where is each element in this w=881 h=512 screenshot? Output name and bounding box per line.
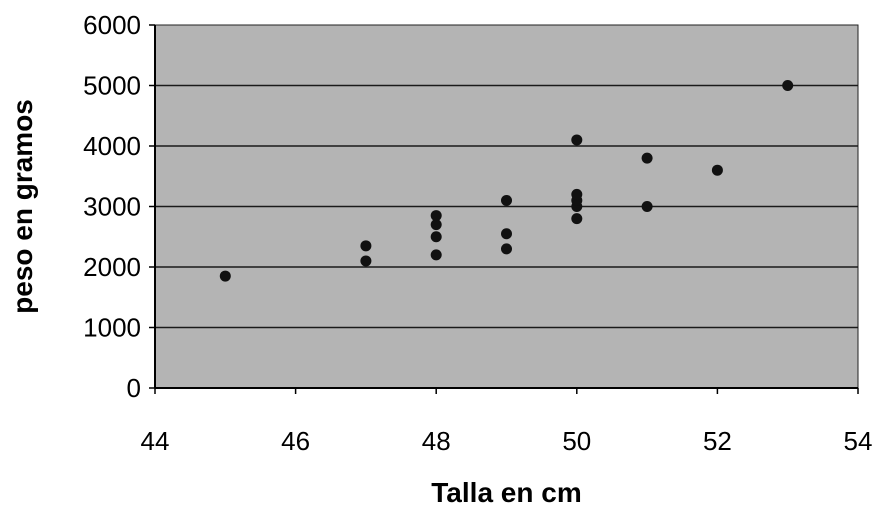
data-point	[571, 213, 583, 225]
x-tick-label: 50	[562, 426, 591, 456]
x-tick-label: 44	[141, 426, 170, 456]
y-tick-label: 2000	[83, 252, 141, 282]
data-point	[641, 201, 653, 212]
data-point	[571, 188, 583, 200]
y-axis-title: peso en gramos	[7, 99, 38, 314]
y-tick-label: 6000	[83, 10, 141, 40]
x-tick-labels: 44 46 48 50 52 54	[141, 388, 873, 456]
data-points	[219, 80, 794, 282]
data-point	[430, 249, 442, 261]
y-tick-label: 0	[127, 373, 141, 403]
data-point	[501, 243, 512, 255]
data-point	[430, 231, 442, 243]
data-point	[711, 164, 723, 176]
x-axis-title: Talla en cm	[431, 477, 581, 508]
data-point	[430, 219, 442, 231]
gridlines	[155, 84, 858, 329]
y-tick-label: 5000	[83, 71, 141, 101]
y-tick-label: 1000	[83, 313, 141, 343]
y-tick-labels: 0 1000 2000 3000 4000 5000 6000	[83, 10, 155, 403]
data-point	[641, 152, 653, 164]
x-tick-label: 52	[703, 426, 732, 456]
y-tick-label: 4000	[83, 131, 141, 161]
data-point	[571, 134, 583, 146]
data-point	[219, 270, 231, 282]
y-tick-label: 3000	[83, 192, 141, 222]
x-tick-label: 48	[422, 426, 451, 456]
data-point	[360, 255, 372, 267]
x-tick-label: 46	[281, 426, 310, 456]
data-point	[430, 210, 442, 222]
x-tick-label: 54	[844, 426, 873, 456]
data-point	[360, 240, 372, 252]
data-point	[501, 194, 512, 206]
data-point	[782, 80, 794, 91]
data-point	[501, 228, 512, 240]
